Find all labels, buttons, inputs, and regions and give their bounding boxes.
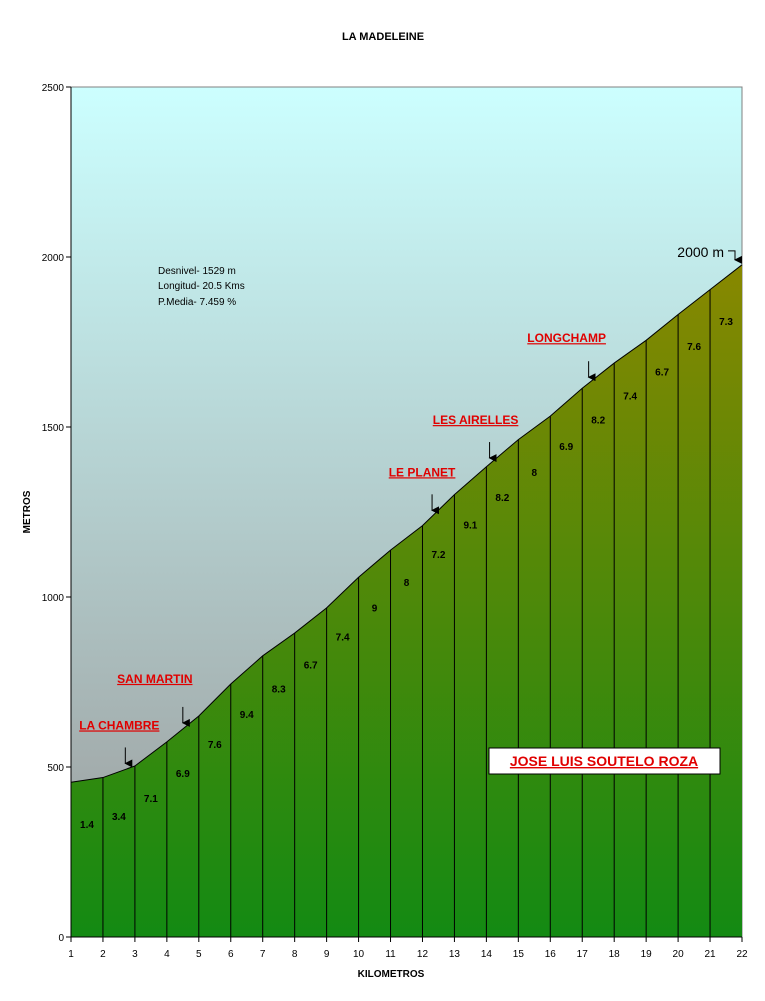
author-box-frame: [488, 747, 721, 775]
y-tick-label: 2500: [42, 83, 65, 94]
x-tick-label: 5: [196, 949, 202, 960]
x-tick-label: 14: [481, 949, 493, 960]
x-axis-title: KILOMETROS: [358, 969, 425, 980]
segment-gradient-label: 7.6: [208, 740, 222, 751]
author-label: JOSE LUIS SOUTELO ROZA: [510, 753, 698, 769]
chart-title: LA MADELEINE: [342, 31, 424, 43]
x-tick-label: 2: [100, 949, 106, 960]
segment-gradient-label: 8.2: [495, 493, 509, 504]
y-tick-label: 0: [58, 933, 64, 944]
segment-gradient-label: 7.1: [144, 794, 158, 805]
place-label: LA CHAMBRE: [79, 718, 159, 732]
place-label: LES AIRELLES: [433, 413, 519, 427]
x-tick-label: 12: [417, 949, 429, 960]
segment-gradient-label: 9.4: [240, 710, 254, 721]
segment-gradient-label: 1.4: [80, 820, 94, 831]
x-tick-label: 21: [704, 949, 716, 960]
x-tick-label: 7: [260, 949, 266, 960]
y-tick-label: 1500: [42, 423, 65, 434]
x-tick-label: 15: [513, 949, 525, 960]
y-axis-title: METROS: [22, 490, 33, 533]
x-tick-label: 16: [545, 949, 557, 960]
summit-arrow: [728, 250, 742, 264]
x-tick-label: 1: [68, 949, 74, 960]
segment-gradient-label: 6.7: [304, 660, 318, 671]
x-tick-label: 3: [132, 949, 138, 960]
segment-gradient-label: 6.9: [176, 769, 190, 780]
segment-gradient-label: 7.4: [336, 633, 350, 644]
place-label: LONGCHAMP: [527, 331, 606, 345]
summit-label: 2000 m: [677, 244, 724, 260]
info-desnivel: Desnivel- 1529 m: [158, 266, 236, 277]
info-longitud: Longitud- 20.5 Kms: [158, 281, 245, 292]
x-tick-label: 11: [385, 949, 396, 960]
x-tick-label: 6: [228, 949, 234, 960]
segment-gradient-label: 3.4: [112, 812, 126, 823]
x-tick-label: 4: [164, 949, 170, 960]
x-tick-label: 8: [292, 949, 298, 960]
info-pmedia: P.Media- 7.459 %: [158, 297, 236, 308]
x-tick-label: 13: [449, 949, 461, 960]
place-label: SAN MARTIN: [117, 672, 192, 686]
segment-gradient-label: 8.2: [591, 416, 605, 427]
x-tick-label: 10: [353, 949, 365, 960]
x-tick-label: 22: [736, 949, 748, 960]
info-text-block: Desnivel- 1529 m Longitud- 20.5 Kms P.Me…: [158, 266, 245, 308]
segment-gradient-label: 7.2: [431, 550, 445, 561]
segment-gradient-label: 6.7: [655, 367, 669, 378]
y-tick-label: 500: [47, 763, 64, 774]
y-tick-label: 2000: [42, 253, 65, 264]
x-tick-label: 20: [673, 949, 685, 960]
y-tick-label: 1000: [42, 593, 65, 604]
segment-gradient-label: 8.3: [272, 684, 286, 695]
segment-gradient-label: 6.9: [559, 442, 573, 453]
segment-gradient-label: 9: [372, 604, 378, 615]
segment-gradient-label: 8: [404, 578, 410, 589]
place-label: LE PLANET: [389, 465, 456, 479]
x-tick-label: 9: [324, 949, 330, 960]
segment-gradient-label: 7.3: [719, 317, 733, 328]
segment-gradient-label: 8: [532, 468, 538, 479]
segment-gradient-label: 7.6: [687, 342, 701, 353]
x-tick-label: 18: [609, 949, 621, 960]
segment-gradient-label: 7.4: [623, 392, 637, 403]
x-tick-label: 17: [577, 949, 589, 960]
profile-line: [70, 264, 743, 783]
x-tick-label: 19: [641, 949, 653, 960]
author-box: JOSE LUIS SOUTELO ROZA: [488, 747, 721, 775]
segment-gradient-label: 9.1: [463, 521, 477, 532]
